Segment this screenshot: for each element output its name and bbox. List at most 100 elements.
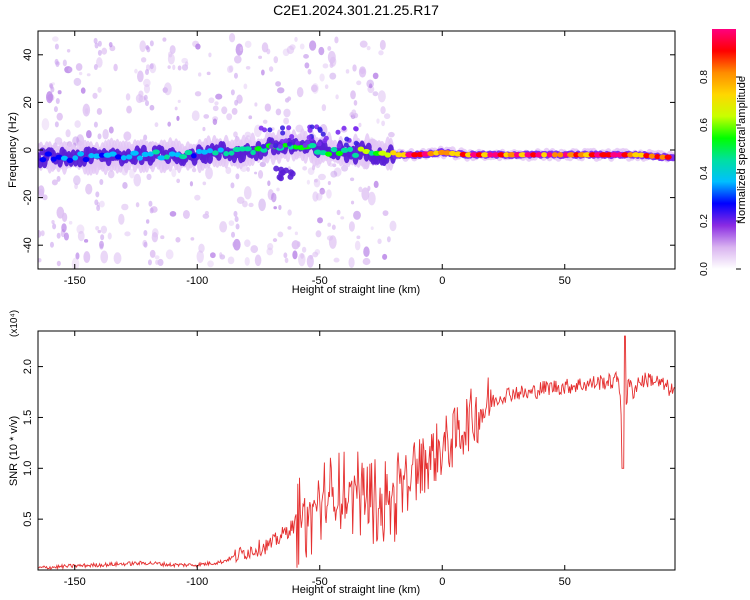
spectrogram-ridge-blob (459, 151, 467, 158)
spectrogram-noise-blob (313, 178, 318, 183)
spectrogram-ridge-blob (487, 152, 494, 158)
spectrogram-ridge-blob (384, 152, 392, 158)
spectrogram-noise-blob (54, 43, 59, 50)
spectrogram-noise-blob (368, 83, 373, 89)
spectrogram-noise-blob (155, 259, 159, 265)
spectrogram-noise-blob (250, 245, 259, 254)
spectrogram-ridge-blob (77, 151, 85, 157)
spectrogram-noise-blob (258, 55, 263, 59)
spectrogram-ridge-blob (316, 141, 322, 147)
spectrogram-noise-blob (273, 206, 277, 210)
spectrogram-noise-blob (52, 36, 59, 42)
spectrogram-noise-blob (319, 189, 326, 195)
spectrogram-noise-blob (143, 83, 151, 94)
spectrogram-noise-blob (370, 226, 374, 230)
spectrogram-noise-blob (227, 256, 235, 265)
spectrogram-noise-blob (296, 86, 304, 98)
spectrogram-noise-blob (287, 96, 292, 101)
spectrogram-noise-blob (226, 113, 233, 121)
spectrogram-noise-blob (62, 59, 67, 67)
spectrogram-ridge-blob (654, 154, 661, 160)
spectrogram-noise-blob (71, 257, 80, 269)
spectrogram-noise-blob (233, 131, 238, 138)
spectrogram-noise-blob (381, 120, 385, 127)
spectrogram-noise-blob (94, 199, 99, 206)
spectrogram-noise-blob (361, 187, 370, 201)
spectrogram-ridge-blob (282, 142, 289, 148)
spectrogram-ridge-blob (541, 152, 548, 158)
spectrogram-noise-blob (95, 191, 100, 198)
spectrogram-noise-blob (219, 221, 228, 233)
spectrogram-noise-blob (221, 106, 228, 115)
spectrogram-noise-blob (118, 213, 125, 225)
spectrogram-ridge-blob (196, 148, 203, 155)
spectrogram-noise-blob (313, 178, 321, 188)
spectrogram-noise-blob (283, 252, 288, 259)
spectrogram-noise-blob (177, 65, 182, 71)
spectrogram-ridge-blob (507, 152, 517, 158)
spectrogram-noise-blob (86, 130, 92, 139)
spectrogram-noise-blob (382, 210, 389, 216)
spectrogram-noise-blob (353, 99, 358, 106)
spectrogram-noise-blob (348, 257, 355, 268)
spectrogram-noise-blob (86, 73, 91, 77)
spectrogram-noise-blob (85, 183, 93, 195)
spectrogram-ridge-blob (664, 154, 672, 160)
spectrogram-noise-blob (208, 97, 215, 104)
spectrogram-ridge-blob (287, 173, 294, 180)
spectrogram-noise-blob (151, 228, 159, 238)
spectrogram-ridge-blob (280, 125, 286, 131)
spectrogram-noise-blob (143, 230, 148, 237)
spectrogram-noise-blob (174, 106, 178, 111)
spectrogram-ridge-blob (147, 151, 154, 157)
spectrogram-noise-blob (225, 166, 232, 175)
spectrogram-y-tick-label: -40 (22, 237, 34, 253)
spectrogram-noise-blob (275, 108, 282, 116)
spectrogram-noise-blob (254, 102, 258, 107)
spectrogram-ridge-blob (335, 129, 341, 135)
spectrogram-ridge-blob (317, 127, 323, 133)
snr-x-tick-label: -100 (186, 576, 208, 588)
spectrogram-ridge-blob (184, 149, 193, 156)
spectrogram-y-tick-label: 0 (22, 147, 34, 153)
spectrogram-ridge-blob (343, 142, 349, 148)
spectrogram-noise-blob (49, 241, 54, 248)
spectrogram-noise-blob (94, 42, 99, 49)
spectrogram-noise-blob (194, 194, 201, 201)
colorbar-tick-label: 0.8 (699, 70, 710, 84)
spectrogram-noise-blob (278, 204, 282, 211)
spectrogram-noise-blob (107, 169, 115, 179)
spectrogram-y-tick-label: 40 (22, 49, 34, 61)
spectrogram-noise-blob (332, 163, 337, 168)
colorbar-tick-label: 0.6 (699, 118, 710, 132)
spectrogram-noise-blob (124, 231, 131, 237)
spectrogram-noise-blob (78, 71, 83, 76)
spectrogram-noise-blob (294, 231, 299, 236)
colorbar-tick-label: 0.0 (699, 262, 710, 276)
spectrogram-noise-layer (38, 33, 397, 269)
spectrogram-noise-blob (239, 46, 243, 52)
spectrogram-noise-blob (137, 70, 144, 83)
spectrogram-noise-blob (108, 126, 114, 134)
spectrogram-ridge-blob (368, 150, 375, 156)
spectrogram-noise-blob (267, 242, 274, 251)
spectrogram-noise-blob (176, 178, 181, 184)
spectrogram-noise-blob (296, 241, 301, 248)
spectrogram-noise-blob (149, 63, 154, 70)
spectrogram-noise-blob (287, 226, 292, 230)
spectrogram-noise-blob (51, 82, 55, 86)
spectrogram-ridge-blob (335, 150, 343, 156)
spectrogram-noise-blob (234, 55, 242, 64)
spectrogram-noise-blob (55, 97, 60, 104)
spectrogram-noise-blob (380, 106, 386, 115)
spectrogram-noise-blob (80, 87, 86, 94)
spectrogram-noise-blob (145, 219, 150, 224)
spectrogram-noise-blob (135, 94, 144, 104)
spectrogram-noise-blob (195, 43, 201, 50)
spectrogram-noise-blob (177, 99, 181, 104)
snr-y-axis-label: SNR (10 * v/v) (8, 416, 20, 486)
spectrogram-ridge-blob (178, 153, 188, 160)
spectrogram-noise-blob (102, 128, 109, 140)
spectrogram-ridge-blob (347, 146, 354, 152)
spectrogram-noise-blob (358, 122, 362, 128)
